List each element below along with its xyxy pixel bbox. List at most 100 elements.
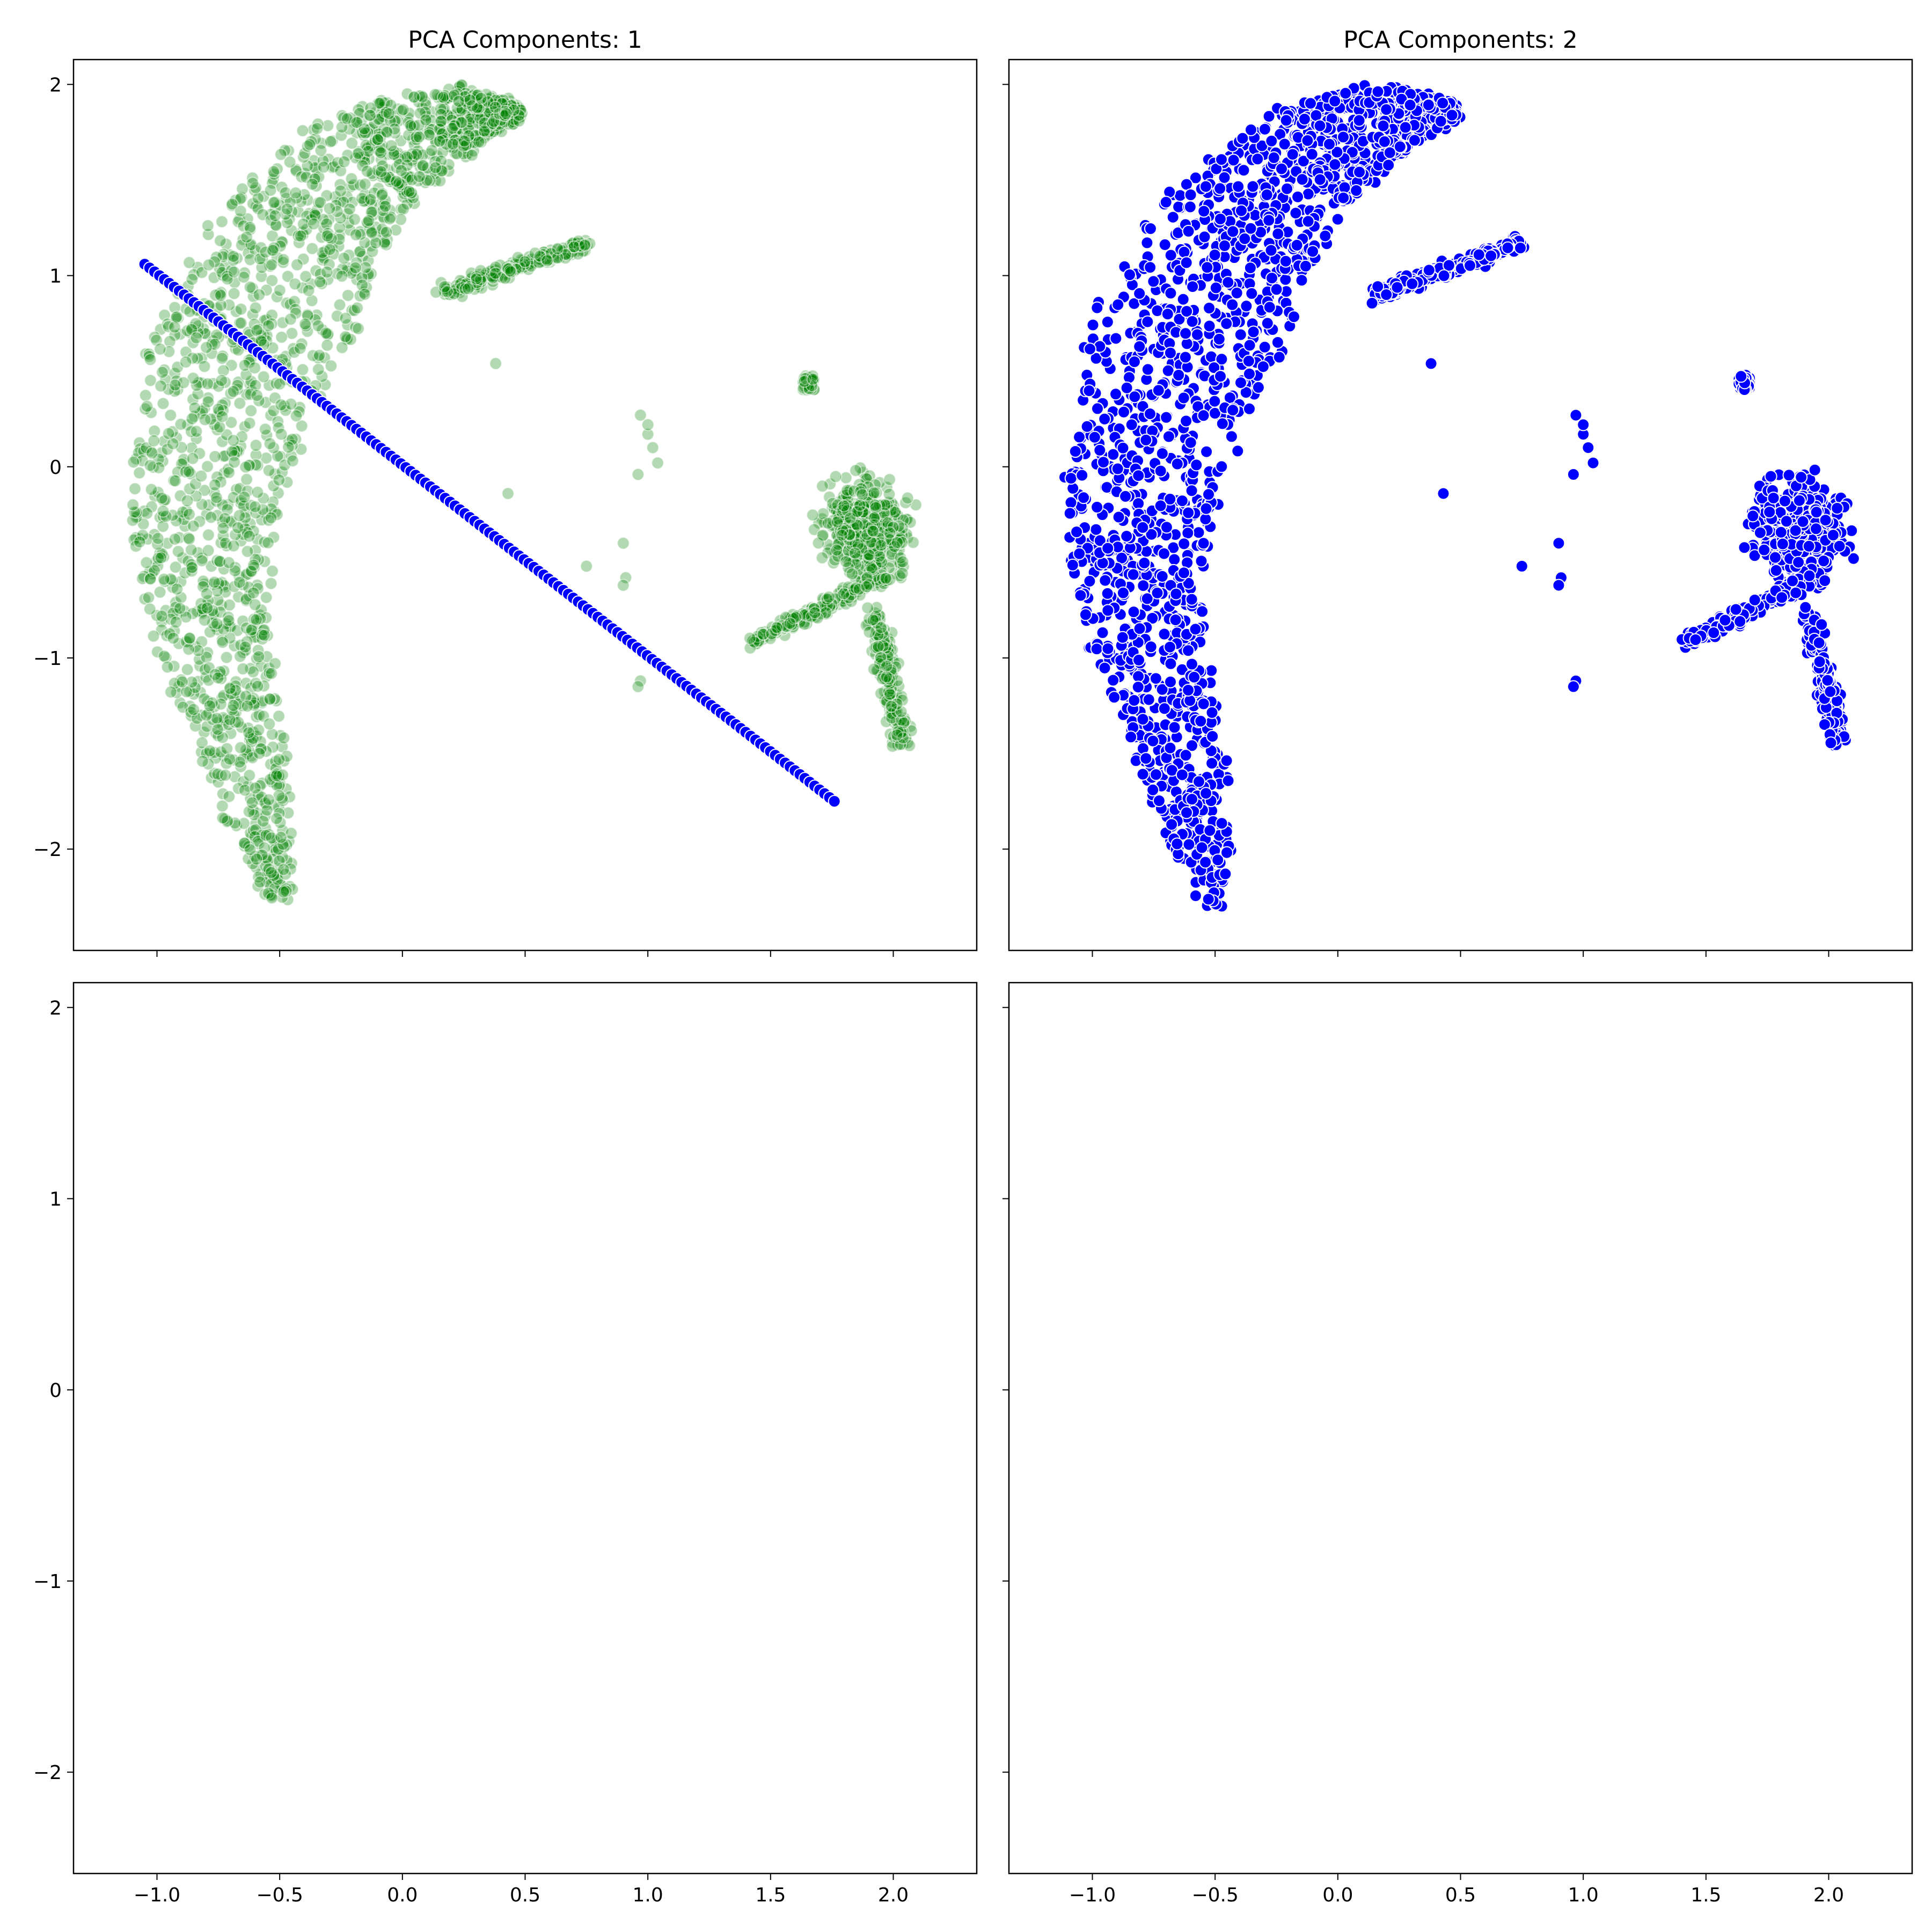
- data-point: [208, 575, 221, 589]
- data-point: [266, 565, 279, 578]
- data-point: [1213, 182, 1227, 195]
- data-point: [1221, 774, 1235, 787]
- data-point: [181, 494, 194, 508]
- data-point: [1127, 605, 1140, 619]
- data-point: [1291, 190, 1305, 203]
- data-point: [889, 506, 902, 519]
- data-point: [273, 753, 286, 766]
- data-point: [1164, 248, 1177, 262]
- data-point: [457, 140, 470, 153]
- data-point: [1203, 302, 1216, 314]
- data-point: [169, 560, 182, 574]
- data-point: [816, 479, 829, 493]
- data-point: [202, 499, 216, 511]
- data-point: [1313, 119, 1327, 133]
- data-point: [1132, 653, 1145, 667]
- y-tick-label: 1: [49, 266, 62, 288]
- data-point: [433, 174, 447, 187]
- data-point: [243, 416, 257, 430]
- data-point: [145, 447, 159, 460]
- data-point: [245, 238, 258, 251]
- data-point: [166, 632, 180, 645]
- data-point: [1146, 783, 1160, 796]
- data-point: [1158, 627, 1171, 641]
- data-point: [201, 219, 215, 232]
- data-point: [1140, 236, 1154, 250]
- data-point: [1227, 153, 1240, 167]
- series-1: [1058, 79, 1860, 913]
- data-point: [240, 699, 254, 713]
- data-point: [1238, 232, 1252, 245]
- data-point: [253, 747, 266, 760]
- data-point: [305, 242, 319, 255]
- data-point: [233, 397, 246, 410]
- data-point: [1185, 484, 1198, 497]
- data-point: [265, 667, 278, 680]
- data-point: [1179, 749, 1192, 762]
- data-point: [302, 284, 316, 297]
- data-point: [202, 528, 215, 541]
- data-point: [349, 261, 362, 274]
- data-point: [258, 628, 271, 642]
- data-point: [1243, 339, 1256, 352]
- data-point: [272, 421, 285, 435]
- data-point: [154, 379, 167, 393]
- data-point: [400, 87, 414, 100]
- data-point: [1290, 238, 1304, 252]
- data-point: [463, 93, 477, 107]
- data-point: [1073, 547, 1086, 560]
- data-point: [195, 736, 209, 749]
- data-point: [1093, 443, 1107, 457]
- data-point: [1154, 499, 1167, 513]
- data-point: [182, 532, 196, 546]
- data-point: [1144, 261, 1157, 274]
- data-point: [1138, 557, 1151, 570]
- data-point: [1152, 384, 1165, 397]
- data-point: [246, 796, 259, 809]
- data-point: [243, 530, 256, 543]
- data-point: [239, 690, 253, 703]
- data-point: [1183, 694, 1197, 707]
- data-point: [1107, 674, 1120, 687]
- data-point: [203, 699, 216, 713]
- data-point: [1164, 657, 1177, 670]
- data-point: [1205, 757, 1219, 770]
- data-point: [513, 108, 526, 122]
- data-point: [420, 174, 434, 187]
- data-point: [1146, 734, 1160, 748]
- data-point: [422, 128, 436, 142]
- data-point: [246, 751, 259, 764]
- data-point: [273, 284, 287, 297]
- data-point: [1120, 530, 1133, 543]
- data-point: [363, 108, 377, 122]
- data-point: [1260, 188, 1274, 201]
- data-point: [176, 700, 189, 714]
- data-point: [148, 425, 161, 438]
- data-point: [1262, 214, 1276, 227]
- data-point: [362, 144, 375, 158]
- data-point: [816, 529, 830, 542]
- data-point: [1143, 407, 1157, 421]
- data-point: [201, 460, 214, 473]
- data-point: [1141, 315, 1154, 328]
- data-point: [1069, 445, 1082, 458]
- data-point: [410, 148, 423, 161]
- data-point: [883, 526, 896, 539]
- data-point: [1301, 215, 1315, 228]
- data-point: [1182, 684, 1195, 697]
- data-point: [265, 274, 279, 287]
- data-point: [1182, 224, 1195, 238]
- data-point: [244, 253, 257, 266]
- data-point: [1101, 604, 1115, 617]
- data-point: [1234, 328, 1247, 341]
- data-point: [617, 579, 630, 592]
- data-point: [409, 130, 423, 144]
- data-point: [1147, 275, 1160, 288]
- data-point: [181, 663, 194, 676]
- data-point: [216, 635, 229, 649]
- data-point: [1124, 730, 1138, 744]
- data-point: [1161, 308, 1174, 321]
- data-point: [288, 277, 302, 291]
- data-point: [1271, 227, 1285, 240]
- data-point: [1261, 317, 1274, 330]
